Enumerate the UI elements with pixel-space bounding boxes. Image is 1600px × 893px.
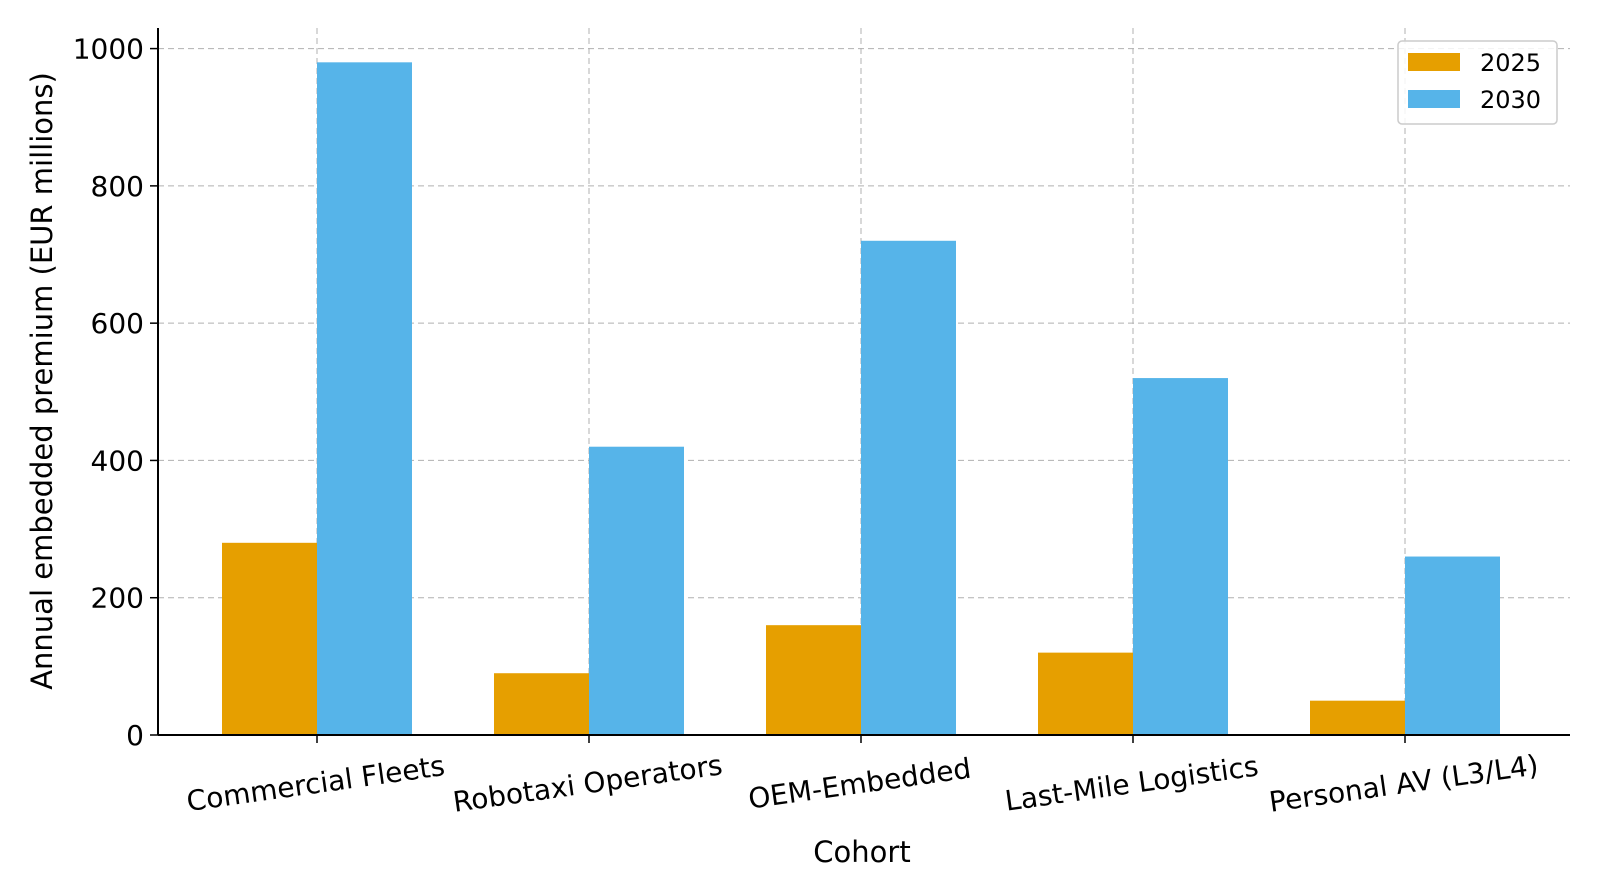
bar-2025-0	[222, 542, 317, 735]
x-tick-label: Last-Mile Logistics	[1003, 749, 1260, 817]
legend-label-2025: 2025	[1480, 49, 1541, 77]
bar-2025-2	[766, 625, 861, 735]
legend: 2025 2030	[1397, 40, 1558, 125]
legend-label-2030: 2030	[1480, 86, 1541, 114]
y-tick-label: 400	[91, 444, 144, 477]
bar-2030-0	[317, 62, 412, 736]
y-axis-label: Annual embedded premium (EUR millions)	[25, 72, 59, 690]
bar-2025-4	[1310, 700, 1405, 735]
axes	[157, 28, 1570, 736]
y-tick-label: 1000	[73, 33, 144, 66]
y-tick-label: 600	[91, 307, 144, 340]
y-tick-label: 200	[91, 582, 144, 615]
x-axis-label: Cohort	[813, 835, 910, 869]
y-tick-label: 800	[91, 170, 144, 203]
bar-2030-1	[589, 446, 684, 735]
bar-2030-3	[1133, 378, 1228, 735]
x-ticks: Commercial Fleets Robotaxi Operators OEM-E…	[185, 735, 1540, 819]
bar-2030-4	[1405, 556, 1500, 735]
x-tick-label: Robotaxi Operators	[451, 748, 724, 818]
x-tick-label: OEM-Embedded	[746, 752, 973, 816]
legend-swatch-2030	[1408, 90, 1460, 108]
legend-swatch-2025	[1408, 53, 1460, 71]
x-tick-label: Personal AV (L3/L4)	[1267, 748, 1540, 818]
bar-2025-1	[494, 673, 589, 735]
y-tick-label: 0	[126, 719, 144, 752]
bar-2030-2	[861, 240, 956, 735]
x-tick-label: Commercial Fleets	[185, 749, 447, 818]
bar-2025-3	[1038, 652, 1133, 735]
y-ticks: 0 200 400 600 800 1000	[73, 33, 158, 752]
bars	[222, 62, 1500, 736]
